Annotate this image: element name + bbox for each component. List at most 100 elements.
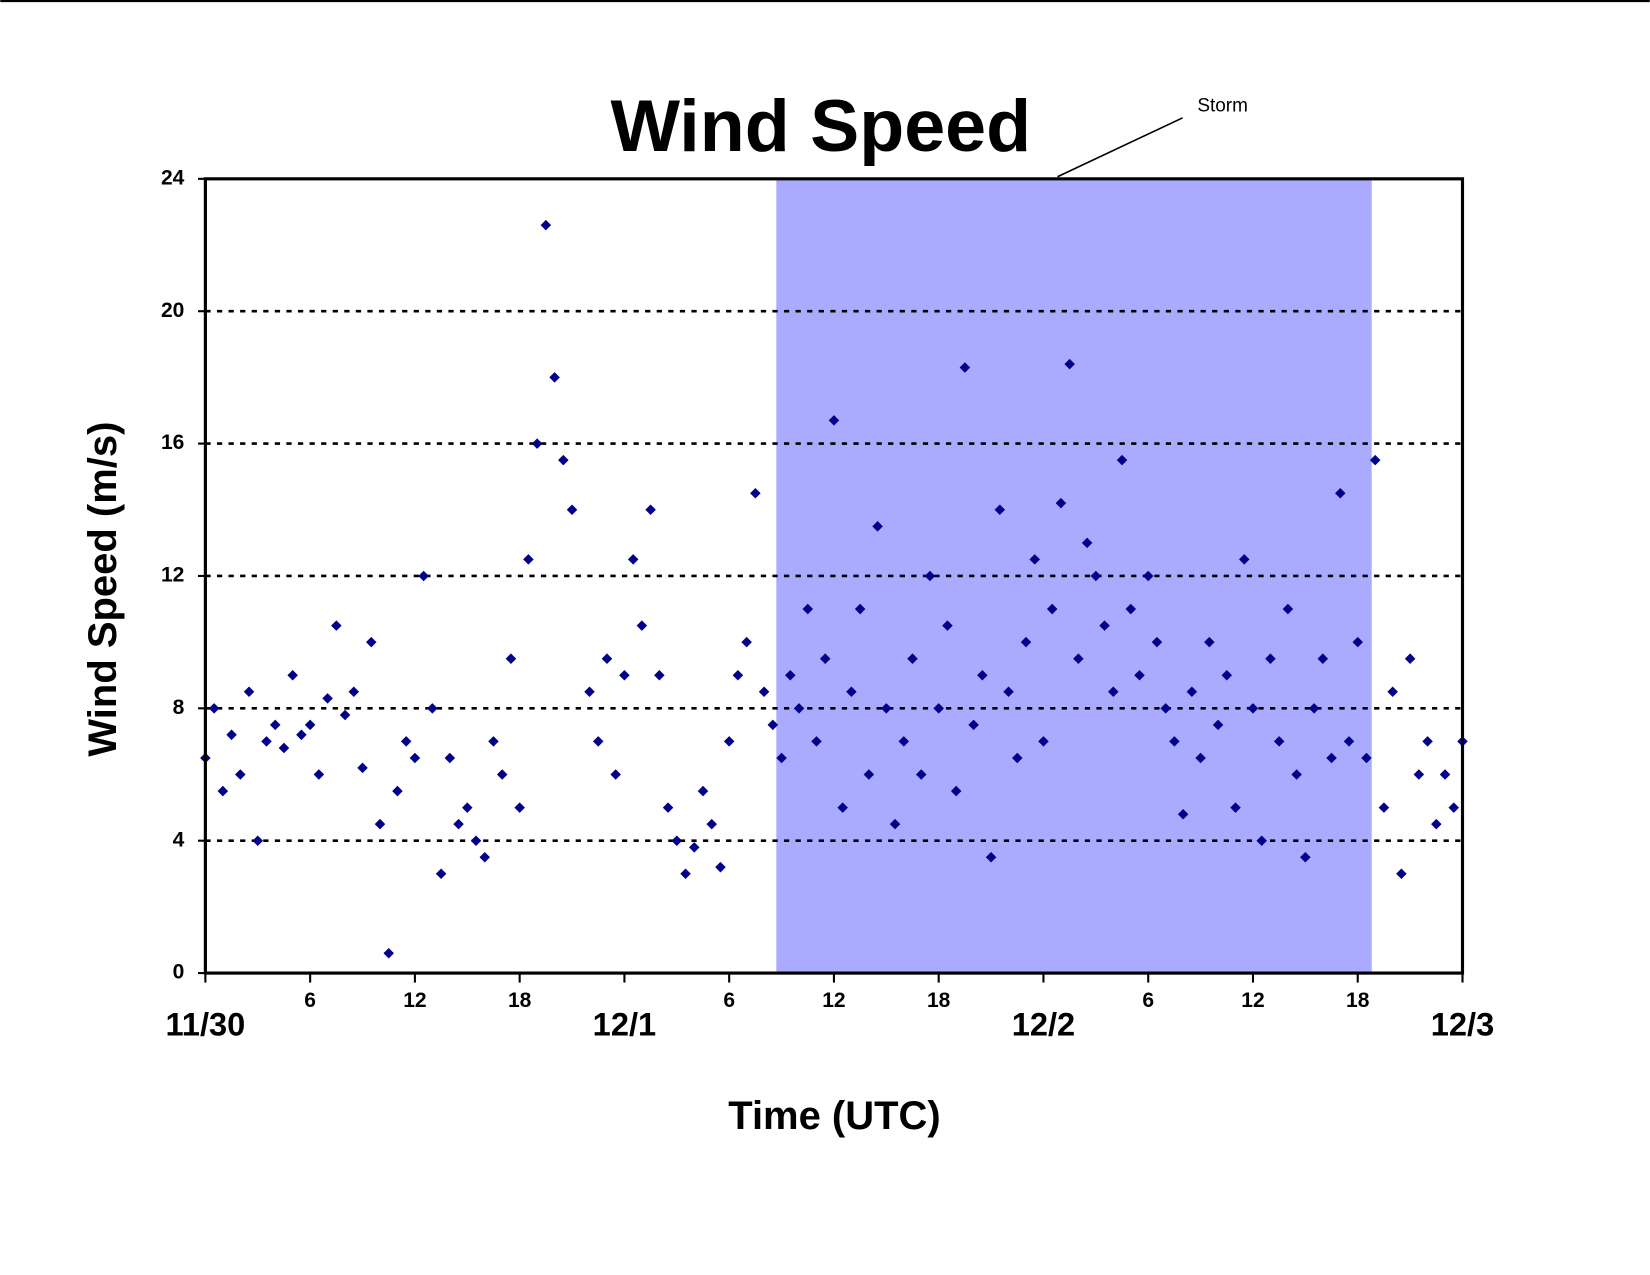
data-point	[558, 454, 569, 466]
data-point	[435, 868, 447, 880]
y-tick-label: 16	[161, 431, 184, 454]
data-point	[942, 620, 953, 631]
data-point	[1282, 603, 1294, 615]
data-point	[322, 693, 333, 704]
data-point	[1448, 802, 1460, 813]
data-point	[881, 703, 892, 714]
data-point	[339, 709, 351, 721]
data-point	[776, 752, 787, 764]
data-point	[348, 686, 360, 698]
x-tick-label: 6	[723, 989, 735, 1012]
data-point	[1439, 769, 1451, 780]
data-point	[592, 736, 604, 747]
y-axis-title: Wind Speed (m/s)	[81, 422, 125, 757]
data-point	[269, 719, 281, 731]
data-point	[680, 868, 691, 880]
data-point	[1073, 653, 1084, 664]
data-point	[933, 703, 944, 714]
data-point	[488, 736, 499, 747]
data-point	[1099, 620, 1110, 631]
plot-frame	[203, 177, 1465, 975]
data-point	[365, 636, 377, 648]
data-point	[523, 554, 534, 565]
data-point	[514, 802, 525, 813]
data-point	[427, 703, 438, 714]
data-point	[1317, 653, 1329, 664]
data-point	[671, 835, 683, 846]
data-point	[950, 785, 962, 797]
data-point	[584, 686, 595, 698]
data-point	[1404, 653, 1416, 664]
data-point	[645, 504, 656, 516]
data-point	[208, 703, 220, 714]
x-tick-label: 12	[403, 989, 426, 1012]
x-tick-label: 12	[822, 989, 845, 1012]
data-point	[1387, 686, 1398, 698]
data-point	[872, 521, 883, 532]
data-point	[1108, 686, 1119, 698]
data-point	[697, 785, 709, 797]
data-point	[907, 653, 918, 664]
data-point	[1422, 736, 1433, 747]
data-point	[1413, 769, 1425, 780]
data-point	[278, 742, 290, 754]
data-point	[531, 438, 543, 449]
data-point	[1265, 653, 1276, 664]
data-point	[400, 736, 412, 747]
data-point	[496, 769, 508, 780]
data-point	[357, 762, 368, 774]
data-point	[479, 851, 491, 863]
data-point	[470, 835, 482, 846]
data-point	[828, 415, 840, 426]
data-point	[313, 769, 325, 780]
y-tick-label: 8	[173, 696, 185, 719]
data-point	[1326, 752, 1337, 764]
data-point	[1116, 454, 1128, 466]
data-point	[304, 719, 316, 731]
data-point	[959, 362, 971, 373]
data-point	[1012, 752, 1023, 764]
data-point	[409, 752, 421, 764]
data-point	[1064, 358, 1075, 370]
data-point	[1125, 603, 1137, 615]
storm-annotation: Storm	[1197, 95, 1247, 116]
data-point	[1396, 868, 1407, 880]
data-point	[1308, 703, 1320, 714]
data-point	[1204, 636, 1215, 648]
data-point	[723, 736, 735, 747]
y-tick-label: 24	[161, 166, 185, 189]
data-point	[636, 620, 648, 631]
x-day-label: 11/30	[165, 1005, 245, 1042]
data-point	[549, 372, 560, 383]
data-point	[741, 636, 752, 648]
data-point	[1055, 497, 1067, 509]
x-tick-label: 18	[1346, 989, 1370, 1012]
data-point	[505, 653, 517, 664]
data-point	[758, 686, 770, 698]
data-point	[689, 842, 700, 853]
data-point	[444, 752, 456, 764]
data-point	[619, 669, 630, 681]
data-point	[540, 219, 552, 231]
data-point	[985, 851, 997, 863]
data-point	[374, 818, 386, 830]
data-point	[715, 861, 726, 873]
annotation-leader	[1057, 117, 1184, 178]
data-point	[750, 487, 761, 499]
data-point	[261, 736, 272, 747]
data-point	[924, 570, 936, 582]
data-point	[837, 802, 848, 813]
y-tick-label: 20	[161, 299, 184, 322]
data-point	[252, 835, 264, 846]
data-point	[217, 785, 229, 797]
data-point	[243, 686, 255, 698]
data-point	[462, 802, 473, 813]
data-point	[392, 785, 403, 797]
x-tick-label: 12	[1241, 989, 1264, 1012]
data-point	[1361, 752, 1372, 764]
y-tick-label: 12	[161, 564, 184, 587]
data-point	[1046, 603, 1058, 615]
data-point	[383, 947, 394, 959]
x-tick-label: 6	[304, 989, 316, 1012]
